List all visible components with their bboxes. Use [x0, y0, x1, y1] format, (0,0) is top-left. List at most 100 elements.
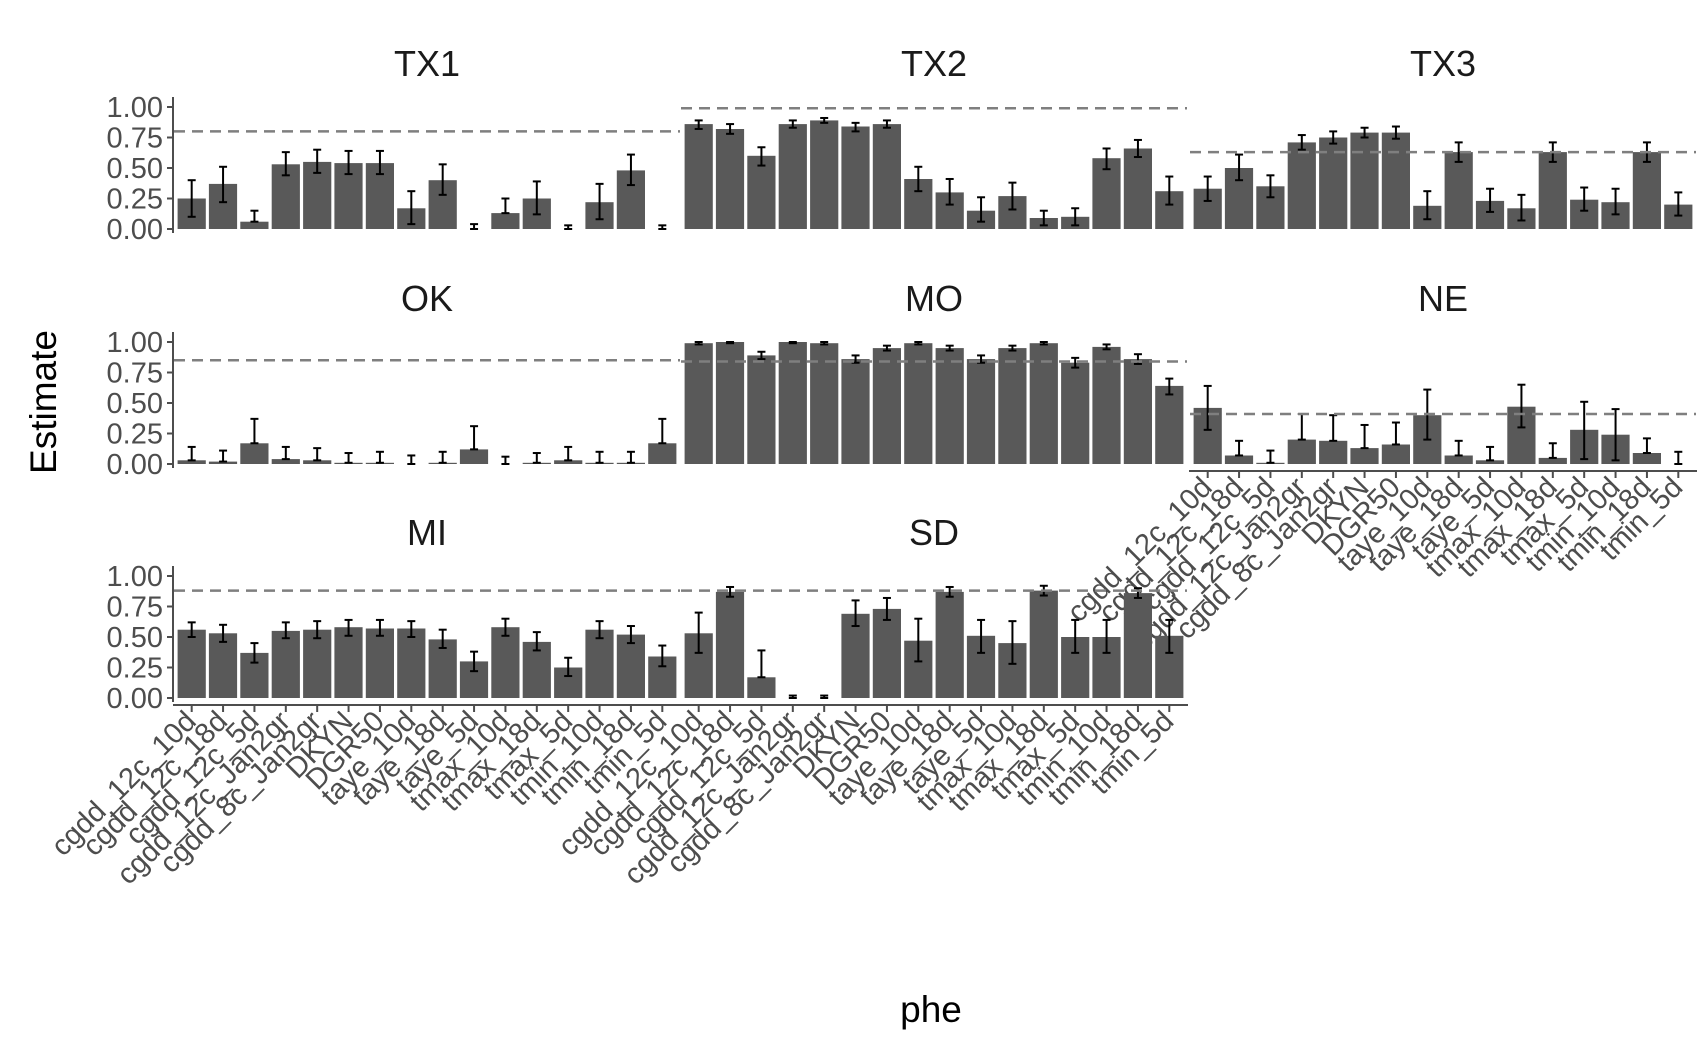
error-bar-cgdd_8c_Jan2gr	[820, 341, 829, 346]
bar-cgdd_12c_Jan2gr	[778, 124, 807, 229]
error-bar-tmin_5d	[1674, 450, 1683, 465]
y-tick-label: 1.00	[107, 561, 163, 593]
y-tick-label: 0.75	[107, 358, 163, 390]
error-bar-tmin_5d	[658, 224, 667, 230]
bar-cgdd_8c_Jan2gr	[1319, 440, 1348, 464]
error-bar-cgdd_12c_Jan2gr	[281, 445, 290, 461]
error-bar-cgdd_12c_5d	[757, 649, 766, 679]
y-tick-label: 0.00	[107, 683, 163, 715]
error-bar-tmax_5d	[1580, 186, 1589, 212]
bar-DGR50	[1381, 444, 1410, 464]
error-bar-cgdd_12c_18d	[726, 123, 735, 135]
error-bar-DKYN	[851, 121, 860, 133]
error-bar-cgdd_12c_18d	[219, 623, 228, 643]
error-bar-cgdd_12c_5d	[250, 417, 259, 445]
bar-DKYN	[841, 126, 870, 229]
error-bar-cgdd_12c_Jan2gr	[788, 341, 797, 345]
bar-DKYN	[334, 627, 363, 698]
error-bar-DGR50	[882, 344, 891, 352]
bar-DGR50	[872, 124, 901, 229]
error-bar-taye_10d	[914, 341, 923, 346]
error-bar-taye_5d	[977, 618, 986, 654]
error-bar-tmin_10d	[1102, 343, 1111, 351]
error-bar-tmax_10d	[501, 197, 510, 215]
bar-tmin_10d	[1092, 346, 1121, 464]
bar-cgdd_12c_18d	[208, 633, 238, 698]
error-bar-tmax_10d	[501, 617, 510, 637]
y-tick-label: 0.75	[107, 592, 163, 624]
error-bar-cgdd_12c_10d	[694, 341, 703, 346]
bar-tmax_18d	[1029, 343, 1058, 464]
bar-taye_5d	[459, 449, 489, 464]
error-bar-taye_5d	[470, 425, 479, 451]
bar-tmin_18d	[1123, 148, 1152, 229]
bar-cgdd_8c_Jan2gr	[810, 343, 839, 464]
error-bar-cgdd_12c_5d	[1266, 174, 1275, 199]
y-axis-title: Estimate	[23, 330, 64, 474]
error-bar-tmax_5d	[1580, 400, 1589, 461]
facet-panel-tx2: TX2	[681, 43, 1187, 229]
error-bar-tmax_10d	[1517, 383, 1526, 429]
error-bar-tmax_5d	[564, 656, 573, 678]
error-bar-tmin_18d	[626, 153, 635, 187]
error-bar-cgdd_12c_18d	[1235, 439, 1244, 457]
bar-taye_18d	[935, 348, 964, 464]
bar-cgdd_12c_10d	[684, 124, 713, 229]
error-bar-tmin_10d	[595, 620, 604, 640]
bar-cgdd_12c_Jan2gr	[1287, 142, 1316, 229]
bar-cgdd_12c_5d	[240, 221, 269, 229]
bar-tmax_5d	[1061, 362, 1090, 464]
facet-panel-sd: SDcgdd_12c_10dcgdd_12c_18dcgdd_12c_5dcgd…	[552, 512, 1188, 891]
bar-cgdd_8c_Jan2gr	[303, 629, 332, 698]
bar-taye_10d	[397, 628, 426, 698]
error-bar-cgdd_12c_5d	[250, 209, 259, 223]
bar-tmin_18d	[1632, 453, 1661, 464]
error-bar-DKYN	[344, 452, 353, 464]
error-bar-tmin_10d	[1611, 187, 1620, 216]
error-bar-cgdd_8c_Jan2gr	[1329, 414, 1338, 442]
error-bar-tmax_10d	[1008, 620, 1017, 665]
error-bar-taye_18d	[1454, 439, 1463, 457]
error-bar-taye_18d	[945, 585, 954, 598]
error-bar-cgdd_12c_Jan2gr	[281, 151, 290, 177]
error-bar-DKYN	[344, 149, 353, 176]
error-bar-cgdd_12c_5d	[757, 146, 766, 167]
error-bar-tmin_10d	[1102, 147, 1111, 171]
facet-panel-ne: NEcgdd_12c_10dcgdd_12c_18dcgdd_12c_5dcgd…	[1061, 278, 1697, 657]
bar-taye_18d	[1444, 152, 1473, 229]
bar-cgdd_12c_18d	[208, 461, 238, 464]
bar-cgdd_12c_10d	[177, 629, 206, 698]
panel-title: MI	[407, 512, 447, 553]
error-bar-cgdd_12c_Jan2gr	[1297, 134, 1306, 151]
error-bar-tmax_18d	[1039, 209, 1048, 227]
bar-tmin_18d	[1123, 359, 1152, 464]
error-bar-tmax_10d	[1008, 181, 1017, 211]
error-bar-DKYN	[1360, 126, 1369, 139]
error-bar-tmin_10d	[595, 450, 604, 464]
panel-title: TX3	[1410, 43, 1476, 84]
y-tick-label: 0.25	[107, 184, 163, 216]
panel-title: SD	[909, 512, 959, 553]
bar-cgdd_8c_Jan2gr	[810, 120, 839, 229]
bar-tmax_18d	[1538, 152, 1567, 229]
error-bar-cgdd_12c_10d	[694, 611, 703, 654]
bar-DKYN	[841, 359, 870, 464]
error-bar-tmin_10d	[1102, 618, 1111, 654]
facet-panel-mi: MI0.000.250.500.751.00cgdd_12c_10dcgdd_1…	[45, 512, 681, 891]
error-bar-cgdd_12c_10d	[1203, 384, 1212, 431]
error-bar-tmin_5d	[658, 644, 667, 668]
error-bar-tmax_5d	[564, 224, 573, 230]
error-bar-taye_18d	[945, 344, 954, 352]
bar-cgdd_12c_10d	[684, 343, 713, 464]
bar-cgdd_12c_Jan2gr	[271, 459, 300, 464]
error-bar-DGR50	[1391, 421, 1400, 446]
error-bar-cgdd_12c_Jan2gr	[281, 621, 290, 640]
bar-cgdd_12c_18d	[715, 591, 745, 698]
error-bar-tmax_5d	[1071, 618, 1080, 654]
error-bar-cgdd_12c_18d	[219, 165, 228, 204]
panel-title: TX2	[901, 43, 967, 84]
error-bar-cgdd_8c_Jan2gr	[313, 148, 322, 174]
error-bar-tmax_18d	[1548, 442, 1557, 459]
error-bar-taye_10d	[1423, 190, 1432, 221]
error-bar-tmin_18d	[1133, 138, 1142, 159]
